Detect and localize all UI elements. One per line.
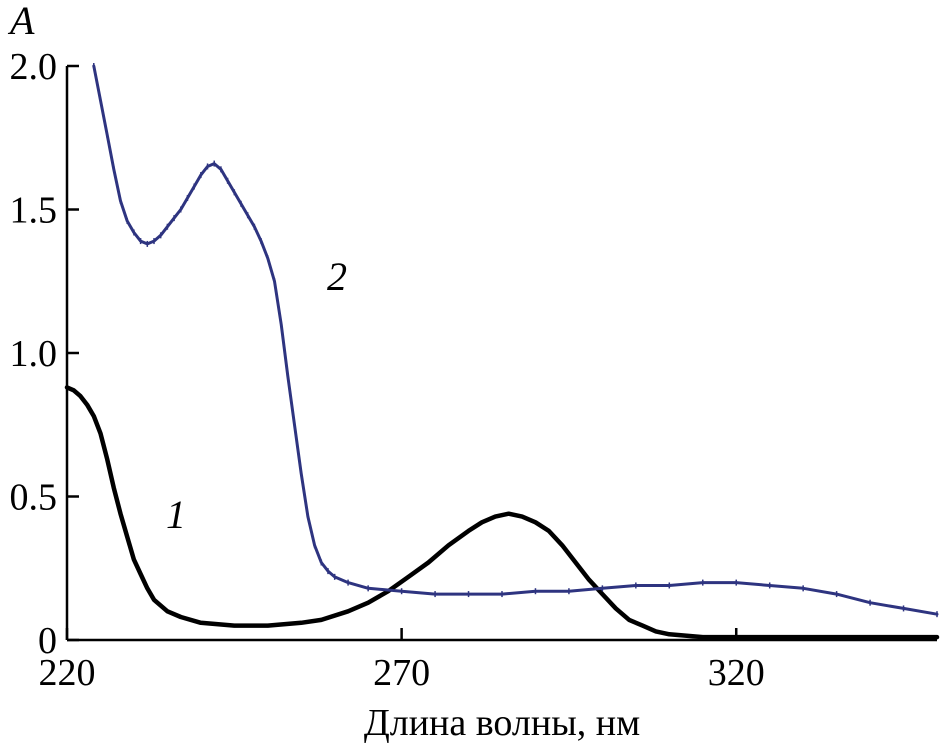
- x-axis-title: Длина волны, нм: [364, 702, 640, 744]
- x-tick-label: 270: [373, 652, 430, 694]
- ticks: 0 0.5 1.0 1.5 2.0 220 270 320: [10, 46, 765, 694]
- labels: A Длина волны, нм 1 2: [7, 0, 640, 744]
- series-label-1: 1: [166, 492, 186, 537]
- x-tick-label: 220: [39, 652, 96, 694]
- series-line-1: [64, 385, 940, 640]
- y-tick-label: 2.0: [10, 46, 58, 88]
- series-line-2: [92, 64, 939, 616]
- series-lines: [64, 63, 940, 640]
- y-tick-label: 0: [38, 620, 57, 662]
- series-label-2: 2: [327, 254, 347, 299]
- y-tick-label: 1.5: [10, 190, 58, 232]
- y-axis-title: A: [7, 0, 35, 43]
- axes: [65, 66, 937, 642]
- y-tick-label: 0.5: [10, 477, 58, 519]
- y-tick-label: 1.0: [10, 333, 58, 375]
- x-tick-label: 320: [708, 652, 765, 694]
